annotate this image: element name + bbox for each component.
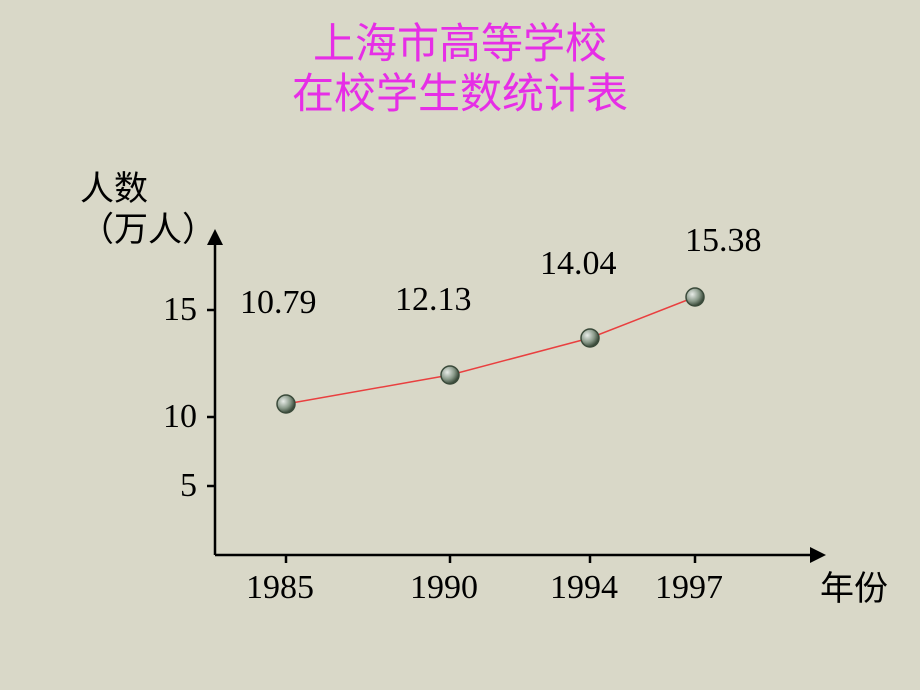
x-tick-label: 1994 [550,569,618,607]
title-line1: 上海市高等学校 [313,22,607,68]
x-tick-label: 1997 [655,569,723,607]
y-axis-label: 人数 （万人） [80,170,216,252]
data-point-label: 14.04 [540,245,617,283]
y-tick-label: 5 [180,467,197,505]
data-point-label: 15.38 [685,222,762,260]
y-tick-label: 10 [163,398,197,436]
chart-title: 上海市高等学校 在校学生数统计表 [0,20,920,121]
y-tick-label: 15 [163,291,197,329]
x-tick-label: 1985 [246,569,314,607]
x-axis-label: 年份 [820,570,888,611]
y-axis-label-line2: （万人） [80,212,216,249]
x-tick-label: 1990 [410,569,478,607]
data-point-label: 12.13 [395,281,472,319]
y-axis-label-line1: 人数 [80,171,148,208]
data-point-label: 10.79 [240,284,317,322]
title-line2: 在校学生数统计表 [292,72,628,118]
